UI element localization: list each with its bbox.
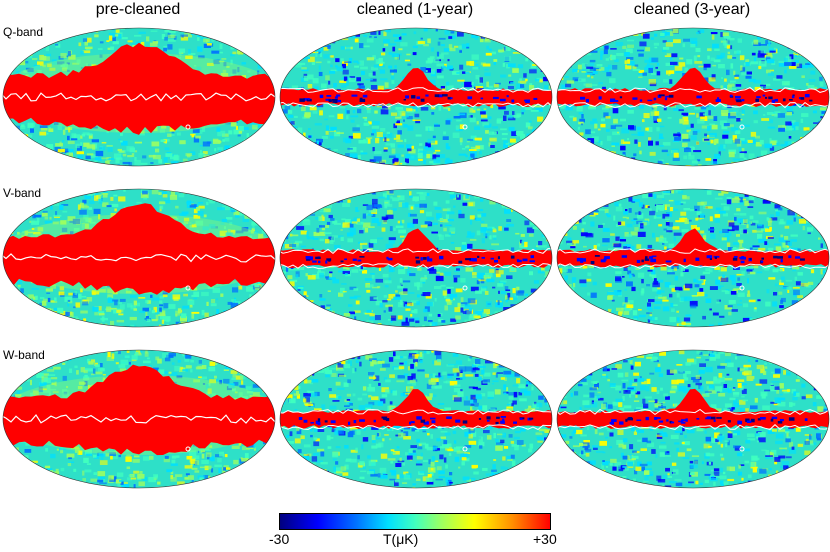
map-q-band-cleaned-1-year	[278, 26, 554, 168]
sky-map-image	[2, 27, 276, 167]
map-w-band-cleaned-1-year	[278, 348, 554, 490]
colorbar-min-label: -30	[269, 531, 290, 547]
map-v-band-cleaned-1-year	[278, 187, 554, 329]
map-w-band-cleaned-3-year	[555, 348, 830, 490]
sky-map-image	[2, 349, 276, 489]
column-title-cleaned-1-year: cleaned (1-year)	[356, 1, 474, 18]
map-w-band-pre-cleaned	[1, 348, 277, 490]
column-title-cleaned-3-year: cleaned (3-year)	[633, 1, 751, 18]
colorbar-unit-label: T(μK)	[383, 531, 419, 547]
map-v-band-pre-cleaned	[1, 187, 277, 329]
row-title-q-band: Q-band	[3, 25, 44, 39]
map-q-band-cleaned-3-year	[555, 26, 830, 168]
sky-map-image	[2, 188, 276, 328]
column-title-pre-cleaned: pre-cleaned	[95, 1, 181, 18]
sky-map-image	[279, 27, 553, 167]
sky-map-image	[279, 188, 553, 328]
row-title-w-band: W-band	[3, 348, 45, 362]
colorbar-gradient	[279, 513, 551, 530]
sky-map-image	[556, 27, 830, 167]
colorbar-max-label: +30	[533, 531, 557, 547]
map-v-band-cleaned-3-year	[555, 187, 830, 329]
colorbar	[279, 513, 551, 530]
row-title-v-band: V-band	[3, 186, 42, 200]
map-q-band-pre-cleaned	[1, 26, 277, 168]
sky-map-image	[556, 349, 830, 489]
sky-map-image	[556, 188, 830, 328]
sky-map-image	[279, 349, 553, 489]
